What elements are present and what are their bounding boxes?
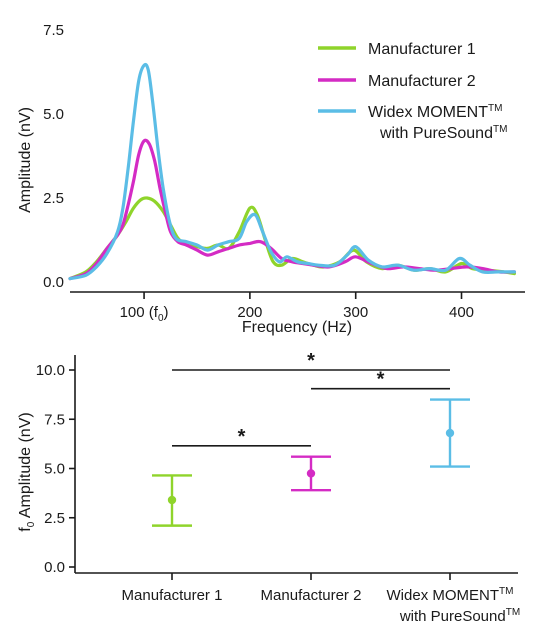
error-bar-m2 [291,455,331,492]
f0-x-tick-label-m2: Manufacturer 2 [261,587,362,604]
f0-y-axis: 0.0 2.5 5.0 7.5 10.0 [36,355,76,576]
mean-point [306,469,316,478]
spectrum-y-tick-label: 7.5 [43,22,64,39]
spectrum-y-tick-label: 2.5 [43,190,64,207]
f0-y-tick-label: 5.0 [44,461,65,478]
f0-x-tick-label-m1: Manufacturer 1 [122,587,223,604]
legend-label-widex: Widex MOMENTTM [368,103,502,121]
series-line-widex [68,62,516,281]
spectrum-y-tick-label: 5.0 [43,106,64,123]
f0-y-tick-label: 2.5 [44,510,65,527]
spectrum-y-axis: 0.0 2.5 5.0 7.5 [43,22,64,291]
error-bar-widex [430,398,470,468]
mean-point [167,495,177,505]
f0-x-tick-label-widex: Widex MOMENTTM [387,586,514,604]
series-line-m1 [68,196,516,281]
significance-star: * [307,350,315,372]
mean-point [445,428,455,438]
error-bar-m1 [152,474,192,527]
significance-star: * [238,426,246,448]
spectrum-x-tick-label: 100 (f0) [120,304,169,324]
legend-label-m2: Manufacturer 2 [368,73,476,90]
spectrum-chart: 100 (f0) 200 300 400 0.0 2.5 5.0 7.5 Frequency… [17,22,525,336]
spectrum-curves [68,62,516,281]
spectrum-x-tick-label: 400 [449,304,474,321]
spectrum-x-tick-label: 300 [343,304,368,321]
f0-x-tick-label-widex-line2: with PureSoundTM [399,607,520,625]
f0-y-tick-label: 10.0 [36,362,65,379]
spectrum-y-tick-label: 0.0 [43,274,64,291]
f0-y-axis-label: f0 Amplitude (nV) [17,412,37,531]
legend-label-widex-line2: with PureSoundTM [379,124,507,142]
spectrum-y-axis-label: Amplitude (nV) [17,107,34,213]
f0-y-tick-label: 0.0 [44,559,65,576]
f0-y-tick-label: 7.5 [44,411,65,428]
legend-label-m1: Manufacturer 1 [368,41,476,58]
spectrum-legend: Manufacturer 1 Manufacturer 2 Widex MOMENT… [318,41,507,142]
f0-x-axis: Manufacturer 1 Manufacturer 2 Widex MOMENT… [75,572,520,625]
significance-star: * [377,369,385,391]
spectrum-x-axis: 100 (f0) 200 300 400 [70,291,525,324]
f0-error-bars [152,398,470,527]
f0-amplitude-chart: 0.02.55.07.510.0 Manufacturer 1 Manufactu… [17,350,520,625]
spectrum-x-tick-label: 200 [237,304,262,321]
spectrum-x-axis-label: Frequency (Hz) [242,319,352,336]
significance-brackets: * * * [172,350,450,448]
